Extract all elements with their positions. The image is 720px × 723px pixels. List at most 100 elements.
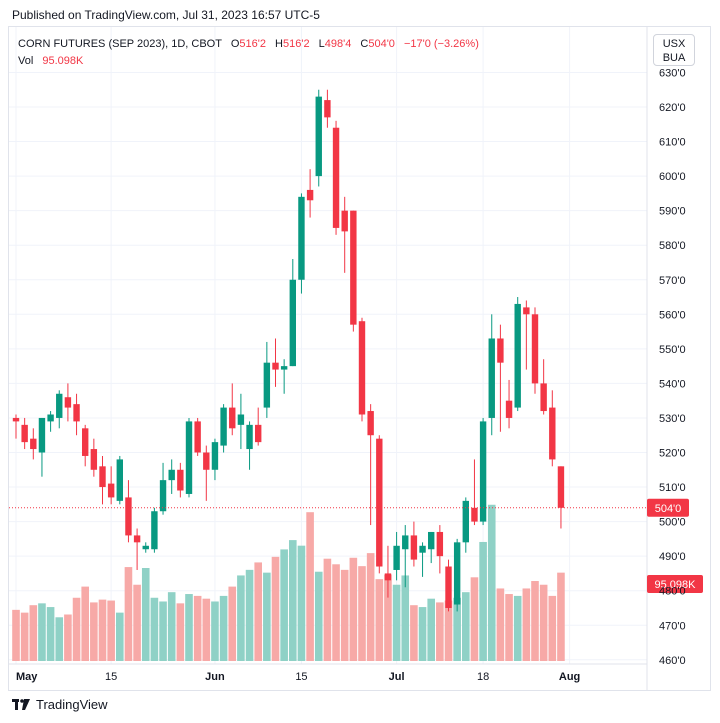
- legend-volume-label: Vol: [18, 55, 34, 67]
- candle-body: [47, 414, 54, 422]
- volume-bar: [64, 614, 72, 661]
- legend-high-label: H: [275, 38, 283, 50]
- y-tick-label: 520'0: [659, 448, 686, 460]
- chart-legend: CORN FUTURES (SEP 2023), 1D, CBOT O516'2…: [18, 36, 479, 70]
- volume-bar: [81, 586, 89, 661]
- x-tick-label: Jul: [389, 671, 405, 683]
- volume-bar: [444, 600, 453, 661]
- candle-body: [151, 511, 158, 550]
- y-tick-label: 550'0: [659, 344, 686, 356]
- candle-body: [56, 393, 63, 418]
- volume-bar: [133, 584, 141, 661]
- volume-bar: [159, 601, 167, 661]
- candle-body: [21, 424, 28, 443]
- volume-bars: [12, 504, 565, 661]
- volume-bar: [531, 581, 539, 661]
- candle-body: [159, 480, 167, 512]
- volume-bar: [219, 595, 228, 661]
- volume-bar: [228, 586, 237, 661]
- candle-body: [306, 189, 314, 201]
- volume-bar: [124, 567, 133, 661]
- candle-body: [90, 449, 98, 470]
- candle-body: [428, 531, 435, 550]
- volume-bar: [280, 549, 288, 661]
- candle-body: [194, 421, 201, 453]
- candle-body: [332, 127, 340, 228]
- chart-frame[interactable]: [8, 26, 711, 691]
- y-tick-label: 590'0: [659, 206, 686, 218]
- volume-bar: [513, 595, 522, 661]
- currency-line-2: BUA: [662, 52, 686, 64]
- volume-bar: [289, 540, 297, 661]
- y-tick-label: 570'0: [659, 275, 686, 287]
- candle-body: [177, 469, 184, 491]
- volume-bar: [349, 557, 358, 661]
- candle-body: [38, 417, 46, 453]
- y-tick-label: 630'0: [659, 67, 686, 79]
- volume-bar: [410, 605, 418, 661]
- x-tick-label: Aug: [559, 671, 580, 683]
- candle-body: [211, 442, 219, 470]
- legend-high-value: 516'2: [282, 38, 310, 50]
- volume-bar: [141, 568, 150, 661]
- candle-body: [82, 428, 89, 456]
- volume-bar: [20, 612, 29, 661]
- currency-unit-button[interactable]: USX BUA: [653, 34, 695, 66]
- volume-bar: [470, 577, 479, 661]
- volume-bar: [418, 607, 427, 661]
- candle-body: [419, 545, 426, 553]
- volume-bar: [72, 597, 81, 661]
- volume-bar: [167, 592, 176, 661]
- volume-bar: [436, 602, 444, 661]
- candle-body: [220, 407, 227, 446]
- y-tick-label: 560'0: [659, 309, 686, 321]
- volume-bar: [522, 588, 531, 661]
- volume-bar: [479, 541, 487, 661]
- volume-bar: [539, 584, 548, 661]
- last-price-tag: [647, 498, 689, 517]
- candle-body: [367, 411, 374, 436]
- y-tick-label: 510'0: [659, 482, 686, 494]
- candle-body: [497, 338, 504, 363]
- x-tick-label: 15: [295, 671, 307, 683]
- candle-body: [30, 438, 37, 450]
- last-price-label: 504'0: [655, 503, 682, 515]
- time-axis: May 15 Jun 15 Jul 18 Aug: [16, 671, 580, 683]
- y-tick-label: 490'0: [659, 551, 686, 563]
- candle-body: [315, 96, 322, 177]
- volume-bar: [306, 512, 314, 661]
- y-tick-label: 620'0: [659, 102, 686, 114]
- volume-bar: [12, 609, 20, 661]
- y-tick-label: 580'0: [659, 240, 686, 252]
- tradingview-footer[interactable]: TradingView: [12, 697, 108, 712]
- volume-bar: [375, 579, 384, 661]
- candle-body: [99, 466, 106, 488]
- candle-body: [557, 466, 565, 508]
- candle-body: [436, 531, 444, 557]
- volume-bar: [548, 595, 557, 661]
- candle-body: [237, 414, 245, 425]
- candle-body: [358, 321, 366, 415]
- volume-bar: [392, 584, 401, 661]
- legend-row-ohlc: CORN FUTURES (SEP 2023), 1D, CBOT O516'2…: [18, 36, 479, 53]
- volume-bar: [340, 569, 349, 661]
- legend-open-value: 516'2: [239, 38, 266, 50]
- volume-bar: [193, 595, 202, 661]
- volume-bar: [237, 575, 245, 661]
- volume-bar: [487, 504, 496, 661]
- candle-body: [505, 400, 513, 418]
- volume-bar: [98, 599, 107, 661]
- y-tick-label: 610'0: [659, 137, 686, 149]
- candle-body: [263, 362, 271, 408]
- candle-body: [376, 438, 383, 567]
- candle-body: [280, 366, 288, 370]
- candle-body: [229, 407, 236, 429]
- volume-bar: [505, 594, 513, 661]
- candle-body: [453, 542, 461, 605]
- candles: [12, 89, 565, 612]
- candle-body: [549, 407, 556, 460]
- candle-body: [107, 483, 115, 498]
- candle-body: [514, 303, 521, 408]
- candle-body: [255, 424, 262, 443]
